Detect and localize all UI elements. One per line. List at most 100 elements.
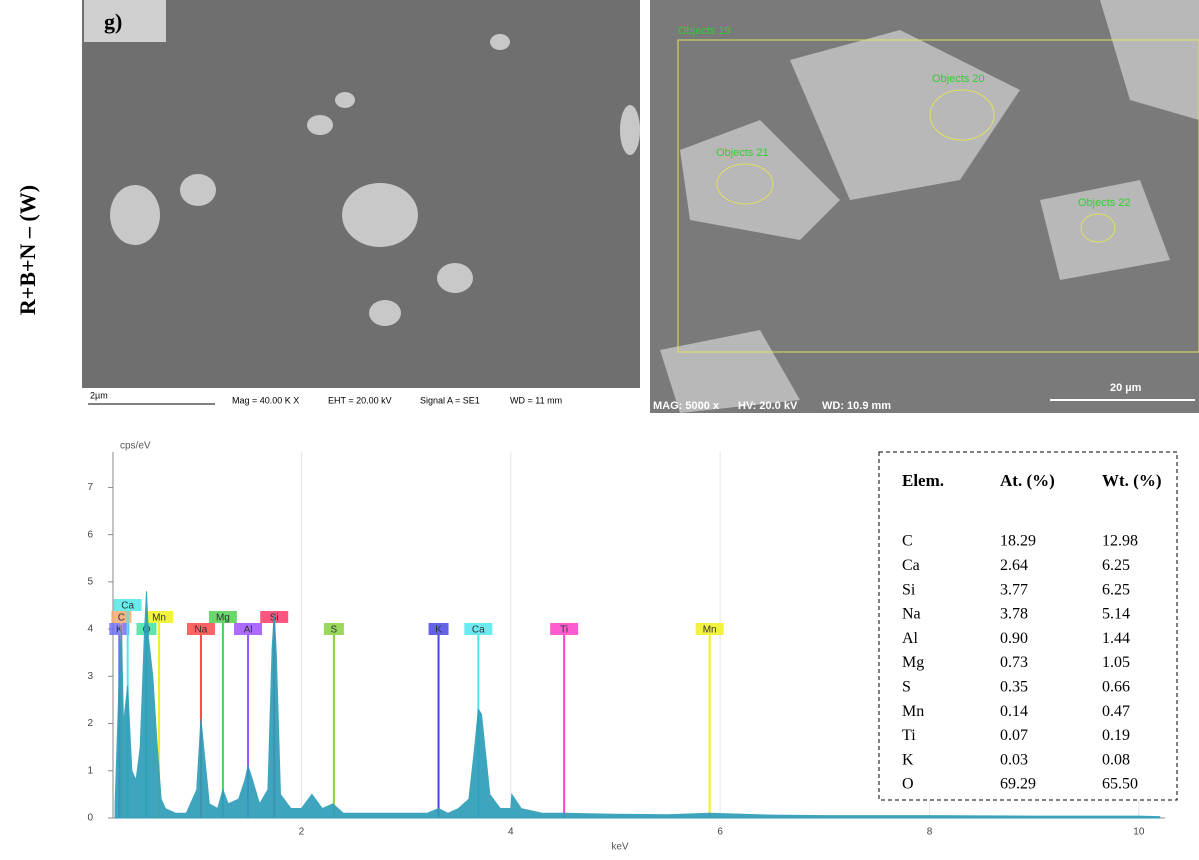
y-axis-label: cps/eV [120, 441, 151, 452]
element-tag [109, 623, 130, 635]
table-cell: Si [902, 581, 916, 598]
info-text: MAG: 5000 x [653, 400, 720, 412]
element-label: Mn [703, 625, 717, 636]
table-cell: 0.66 [1102, 678, 1130, 695]
table-cell: 0.19 [1102, 727, 1130, 744]
object-label: Objects 21 [716, 147, 769, 159]
table-frame [878, 451, 1178, 801]
table-cell: 2.64 [1000, 557, 1028, 574]
table-cell: 1.44 [1102, 630, 1130, 647]
x-tick-label: 6 [717, 827, 723, 838]
x-tick-label: 2 [299, 827, 305, 838]
element-label: Na [195, 625, 208, 636]
table-header: At. (%) [1000, 471, 1055, 490]
table-cell: Mg [902, 654, 924, 671]
element-label: Mn [152, 613, 166, 624]
element-tag [111, 611, 132, 623]
element-tag [428, 623, 449, 635]
x-tick-label: 10 [1133, 827, 1145, 838]
info-text: Mag = 40.00 K X [232, 395, 299, 405]
table-cell: 65.50 [1102, 776, 1138, 793]
table-cell: 3.77 [1000, 581, 1028, 598]
info-text: WD = 11 mm [510, 395, 562, 405]
info-bar [82, 388, 640, 413]
table-cell: 6.25 [1102, 581, 1130, 598]
object-label: Objects 20 [932, 73, 985, 85]
table-cell: Ti [902, 727, 916, 744]
element-label: Ti [560, 625, 568, 636]
y-tick-label: 2 [87, 718, 93, 729]
y-tick-label: 5 [87, 577, 93, 588]
scale-text: 2µm [90, 390, 108, 400]
object-label: Objects 22 [1078, 197, 1131, 209]
spectrum [114, 591, 1161, 819]
element-label: S [331, 625, 338, 636]
table-cell: C [902, 533, 913, 550]
element-tag [145, 611, 174, 623]
element-label: C [118, 613, 125, 624]
element-label: K [435, 625, 442, 636]
element-label: Al [244, 625, 253, 636]
element-label: Mg [216, 613, 230, 624]
table-cell: 0.07 [1000, 727, 1028, 744]
table-cell: 0.73 [1000, 654, 1028, 671]
table-cell: 18.29 [1000, 533, 1036, 550]
table-cell: Na [902, 606, 921, 623]
info-text: Signal A = SE1 [420, 395, 480, 405]
object-label: Objects 19 [678, 25, 731, 37]
particles [110, 34, 640, 326]
element-label: Ca [121, 601, 134, 612]
table-cell: 6.25 [1102, 557, 1130, 574]
y-tick-label: 7 [87, 482, 93, 493]
table-cell: 0.35 [1000, 678, 1028, 695]
table-cell: 0.14 [1000, 703, 1028, 720]
crystals [660, 0, 1199, 413]
element-tag [234, 623, 263, 635]
table-header: Elem. [902, 471, 944, 490]
table-header: Wt. (%) [1102, 471, 1161, 490]
table-cell: Al [902, 630, 919, 647]
y-tick-label: 3 [87, 671, 93, 682]
table-cell: 0.03 [1000, 751, 1028, 768]
element-tag [113, 599, 142, 611]
info-text: EHT = 20.00 kV [328, 395, 392, 405]
element-tag [695, 623, 724, 635]
y-tick-label: 0 [87, 813, 93, 824]
info-text: WD: 10.9 mm [822, 400, 891, 412]
x-tick-label: 8 [927, 827, 933, 838]
panel-label: g) [104, 9, 122, 34]
table-cell: O [902, 776, 914, 793]
table-cell: S [902, 678, 911, 695]
table-cell: Mn [902, 703, 924, 720]
y-tick-label: 1 [87, 765, 93, 776]
x-axis-label: keV [611, 842, 629, 853]
roi [1080, 213, 1116, 243]
sample-label: R+B+N – (W) [15, 185, 40, 315]
roi [716, 163, 774, 205]
selection-box [677, 39, 1199, 353]
y-tick-label: 4 [87, 624, 93, 635]
composition-table: Elem. At. (%) Wt. (%) C 18.29 12.98 Ca 2.64 6.25… [902, 471, 1161, 793]
element-tag [208, 611, 237, 623]
element-tag [550, 623, 579, 635]
table-cell: 69.29 [1000, 776, 1036, 793]
table-cell: 1.05 [1102, 654, 1130, 671]
roi [929, 89, 995, 141]
element-label: K [116, 625, 123, 636]
info-text: HV: 20.0 kV [738, 400, 798, 412]
element-label: Ca [472, 625, 485, 636]
element-tag [464, 623, 493, 635]
table-cell: 12.98 [1102, 533, 1138, 550]
table-cell: K [902, 751, 914, 768]
table-cell: 0.47 [1102, 703, 1130, 720]
table-cell: 5.14 [1102, 606, 1130, 623]
panel-label-box [84, 0, 166, 42]
element-tag [323, 623, 344, 635]
table-cell: Ca [902, 557, 920, 574]
y-tick-label: 6 [87, 529, 93, 540]
table-cell: 0.90 [1000, 630, 1028, 647]
element-tag [186, 623, 215, 635]
info-text: 20 µm [1110, 382, 1142, 394]
table-cell: 3.78 [1000, 606, 1028, 623]
